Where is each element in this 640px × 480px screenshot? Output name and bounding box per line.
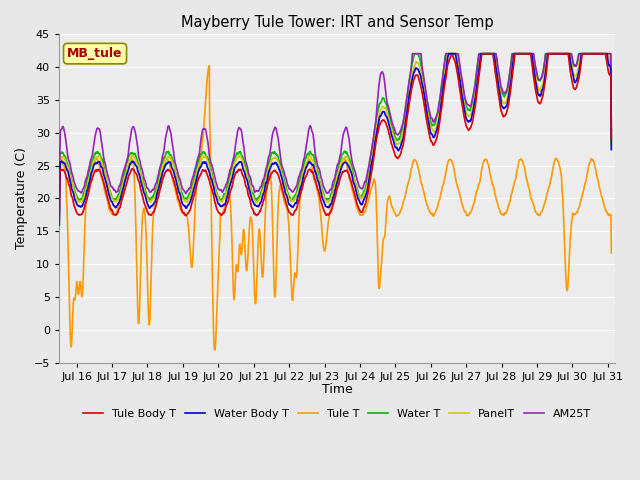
Water Body T (98, 164, 106, 170)
Tule T (301, 163, 309, 169)
Line: AM25T: AM25T (59, 54, 611, 225)
PanelT (289, 198, 297, 204)
X-axis label: Time: Time (321, 384, 352, 396)
Legend: Tule Body T, Water Body T, Tule T, Water T, PanelT, AM25T: Tule Body T, Water Body T, Tule T, Water… (79, 405, 595, 423)
PanelT (98, 159, 106, 165)
Water T (311, 157, 319, 163)
AM25T (408, 51, 416, 57)
AM25T (607, 134, 615, 140)
Tule T (120, 183, 128, 189)
PanelT (607, 142, 615, 148)
Tule Body T (607, 136, 615, 142)
Water T (411, 51, 419, 57)
PanelT (311, 162, 319, 168)
Water T (55, 209, 63, 215)
Tule T (370, 176, 378, 182)
PanelT (369, 146, 377, 152)
Water Body T (607, 147, 615, 153)
Tule Body T (301, 176, 308, 182)
Tule Body T (55, 222, 63, 228)
Tule T (205, 63, 212, 69)
Water T (120, 171, 128, 177)
Water Body T (445, 51, 453, 57)
AM25T (311, 146, 319, 152)
Water Body T (311, 168, 319, 173)
Water T (369, 137, 377, 143)
Tule Body T (311, 176, 319, 181)
AM25T (301, 153, 308, 158)
Tule Body T (478, 51, 486, 57)
Tule Body T (120, 189, 128, 195)
Tule T (55, 214, 63, 220)
Line: PanelT: PanelT (59, 54, 611, 225)
Title: Mayberry Tule Tower: IRT and Sensor Temp: Mayberry Tule Tower: IRT and Sensor Temp (180, 15, 493, 30)
PanelT (444, 51, 452, 57)
AM25T (369, 136, 377, 142)
Tule T (211, 347, 219, 353)
PanelT (120, 175, 128, 181)
AM25T (289, 188, 297, 194)
Water Body T (55, 222, 63, 228)
Water Body T (369, 153, 377, 158)
Water T (607, 141, 615, 147)
AM25T (55, 222, 63, 228)
Line: Tule T: Tule T (59, 66, 611, 350)
PanelT (55, 222, 63, 228)
Line: Water T: Water T (59, 54, 611, 212)
Tule Body T (369, 158, 377, 164)
Tule Body T (289, 212, 297, 217)
AM25T (98, 141, 106, 146)
Tule T (312, 181, 319, 187)
AM25T (120, 167, 128, 172)
Tule T (98, 176, 106, 182)
Water Body T (289, 204, 297, 209)
Text: MB_tule: MB_tule (67, 47, 123, 60)
Y-axis label: Temperature (C): Temperature (C) (15, 147, 28, 250)
Tule T (290, 277, 298, 283)
Water Body T (301, 169, 308, 175)
Water T (301, 159, 308, 165)
Water T (289, 195, 297, 201)
Line: Water Body T: Water Body T (59, 54, 611, 225)
Line: Tule Body T: Tule Body T (59, 54, 611, 225)
Water T (98, 157, 106, 163)
PanelT (301, 165, 308, 170)
Water Body T (120, 181, 128, 187)
Tule T (607, 250, 615, 256)
Tule Body T (98, 173, 106, 179)
